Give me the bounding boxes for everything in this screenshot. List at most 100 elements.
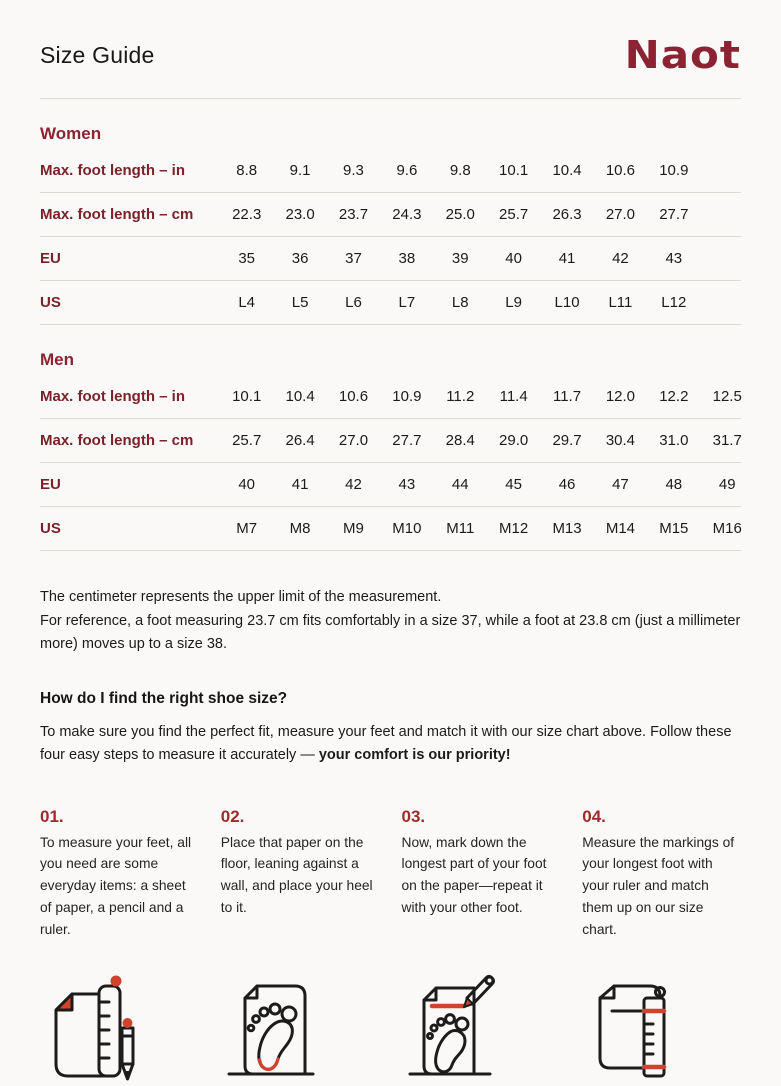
size-value-cell: L5 bbox=[291, 294, 309, 311]
size-value-cell: M13 bbox=[552, 520, 582, 537]
step-3: 03. Now, mark down the longest part of y… bbox=[402, 807, 561, 941]
size-value-cell: L10 bbox=[554, 294, 580, 311]
size-value-cell: L7 bbox=[398, 294, 416, 311]
size-value-cell: 28.4 bbox=[445, 432, 475, 449]
size-value-cell: 12.5 bbox=[712, 388, 742, 405]
women-section-title: Women bbox=[40, 124, 102, 143]
women-size-rows: Max. foot length – in 8.8 9.1 9.3 9.6 9.8 10.1… bbox=[40, 149, 741, 325]
size-value-cell: 10.4 bbox=[285, 388, 315, 405]
size-value-cell: 41 bbox=[558, 250, 576, 267]
row-label: US bbox=[40, 294, 61, 311]
size-value-cell: 26.4 bbox=[285, 432, 315, 449]
size-value-cell: 27.0 bbox=[338, 432, 369, 449]
how-to-heading: How do I find the right shoe size? bbox=[40, 689, 288, 707]
size-value-cell: 12.2 bbox=[659, 388, 689, 405]
size-value-cell: 39 bbox=[451, 250, 469, 267]
size-value-cell: 9.3 bbox=[343, 162, 364, 179]
step-2-number: 02. bbox=[220, 806, 245, 826]
size-value-cell: 29.7 bbox=[552, 432, 582, 449]
size-table-row: US M7 M8 M9 M10 M11 M12 M13 M14 M15 M16 bbox=[40, 507, 742, 551]
size-table-row: Max. foot length – cm 25.7 26.4 27.0 27.7 28.… bbox=[40, 419, 742, 463]
step-icons-row bbox=[40, 966, 741, 1086]
size-value-cell: 40 bbox=[238, 476, 256, 493]
step-1-text: To measure your feet, all you need are s… bbox=[40, 834, 192, 937]
row-label: Max. foot length – in bbox=[40, 162, 185, 179]
size-value-cell: 11.4 bbox=[499, 388, 528, 405]
size-value-cell: 44 bbox=[451, 476, 469, 493]
steps-row: 01. To measure your feet, all you need a… bbox=[40, 807, 741, 941]
how-to-intro: To make sure you find the perfect fit, m… bbox=[40, 721, 741, 768]
step-3-text: Now, mark down the longest part of your … bbox=[401, 834, 547, 915]
size-table-row: Max. foot length – in 8.8 9.1 9.3 9.6 9.8 10.1… bbox=[40, 149, 741, 193]
row-label: EU bbox=[40, 476, 61, 493]
size-value-cell: 27.7 bbox=[392, 432, 422, 449]
size-value-cell: 48 bbox=[665, 476, 683, 493]
size-value-cell: 9.8 bbox=[449, 162, 471, 179]
size-value-cell: 9.6 bbox=[396, 162, 418, 179]
step-4-number: 04. bbox=[582, 806, 606, 826]
size-value-cell: 10.6 bbox=[605, 162, 636, 179]
note-line-1: The centimeter represents the upper limi… bbox=[40, 589, 442, 605]
step-2: 02. Place that paper on the floor, leani… bbox=[221, 807, 380, 941]
size-value-cell: 46 bbox=[558, 476, 576, 493]
size-value-cell: M7 bbox=[236, 520, 258, 537]
size-value-cell: M15 bbox=[659, 520, 689, 537]
step-3-number: 03. bbox=[401, 806, 426, 826]
step-4: 04. Measure the markings of your longest… bbox=[582, 807, 741, 941]
size-value-cell: 26.3 bbox=[552, 206, 582, 223]
size-value-cell: 11.2 bbox=[446, 388, 475, 405]
size-value-cell: 10.1 bbox=[232, 388, 262, 405]
size-value-cell: 31.0 bbox=[659, 432, 689, 449]
size-value-cell: 10.4 bbox=[552, 162, 582, 179]
size-value-cell: 8.8 bbox=[236, 162, 258, 179]
size-table-row: EU 40 41 42 43 44 45 46 47 48 49 bbox=[40, 463, 741, 507]
row-label: Max. foot length – cm bbox=[40, 206, 194, 223]
size-value-cell: L9 bbox=[505, 294, 522, 311]
size-value-cell: 22.3 bbox=[232, 206, 262, 223]
men-size-table: Men Max. foot length – in 10.1 10.4 10.6 10.… bbox=[40, 350, 742, 551]
size-value-cell: 38 bbox=[398, 250, 416, 267]
size-value-cell: L6 bbox=[345, 294, 362, 311]
size-value-cell: 11.7 bbox=[552, 388, 582, 405]
size-value-cell: 25.7 bbox=[232, 432, 262, 449]
paper-ruler-pencil-icon bbox=[40, 966, 150, 1086]
paper-ruler-measure-icon bbox=[582, 966, 692, 1086]
row-label: EU bbox=[40, 250, 61, 267]
size-value-cell: 10.1 bbox=[499, 162, 529, 179]
how-to-intro-bold: your comfort is our priority! bbox=[318, 747, 511, 763]
size-value-cell: 25.0 bbox=[445, 206, 475, 223]
size-value-cell: 43 bbox=[665, 250, 683, 267]
size-value-cell: 12.0 bbox=[605, 388, 636, 405]
size-value-cell: L4 bbox=[238, 294, 256, 311]
size-table-row: Max. foot length – cm 22.3 23.0 23.7 24.3 25.… bbox=[40, 193, 741, 237]
size-value-cell: 27.7 bbox=[659, 206, 689, 223]
size-value-cell: L12 bbox=[661, 294, 687, 311]
size-value-cell: 43 bbox=[398, 476, 416, 493]
size-value-cell: 23.0 bbox=[285, 206, 315, 223]
size-value-cell: 23.7 bbox=[338, 206, 369, 223]
size-value-cell: 49 bbox=[718, 476, 736, 493]
size-table-row: Max. foot length – in 10.1 10.4 10.6 10.9 11.… bbox=[40, 375, 742, 419]
size-value-cell: 42 bbox=[345, 476, 362, 493]
row-label: Max. foot length – in bbox=[40, 388, 185, 405]
size-value-cell: M16 bbox=[712, 520, 742, 537]
size-value-cell: 27.0 bbox=[605, 206, 636, 223]
size-value-cell: 30.4 bbox=[605, 432, 636, 449]
size-value-cell: 40 bbox=[505, 250, 522, 267]
size-value-cell: 47 bbox=[612, 476, 629, 493]
size-value-cell: 9.1 bbox=[289, 162, 311, 179]
step-4-text: Measure the markings of your longest foo… bbox=[582, 834, 735, 937]
header: Size Guide Naot bbox=[40, 26, 741, 84]
men-size-rows: Max. foot length – in 10.1 10.4 10.6 10.9 11.… bbox=[40, 375, 742, 551]
step-1-number: 01. bbox=[40, 806, 64, 826]
size-value-cell: 25.7 bbox=[499, 206, 529, 223]
size-value-cell: 10.9 bbox=[659, 162, 689, 179]
step-2-text: Place that paper on the floor, leaning a… bbox=[220, 834, 373, 915]
note-line-2: For reference, a foot measuring 23.7 cm … bbox=[40, 612, 741, 653]
size-value-cell: 29.0 bbox=[499, 432, 529, 449]
size-value-cell: 24.3 bbox=[392, 206, 422, 223]
row-label: US bbox=[40, 520, 61, 537]
size-table-row: EU 35 36 37 38 39 40 41 42 43 bbox=[40, 237, 741, 281]
how-to-intro-regular: To make sure you find the perfect fit, m… bbox=[40, 723, 732, 764]
